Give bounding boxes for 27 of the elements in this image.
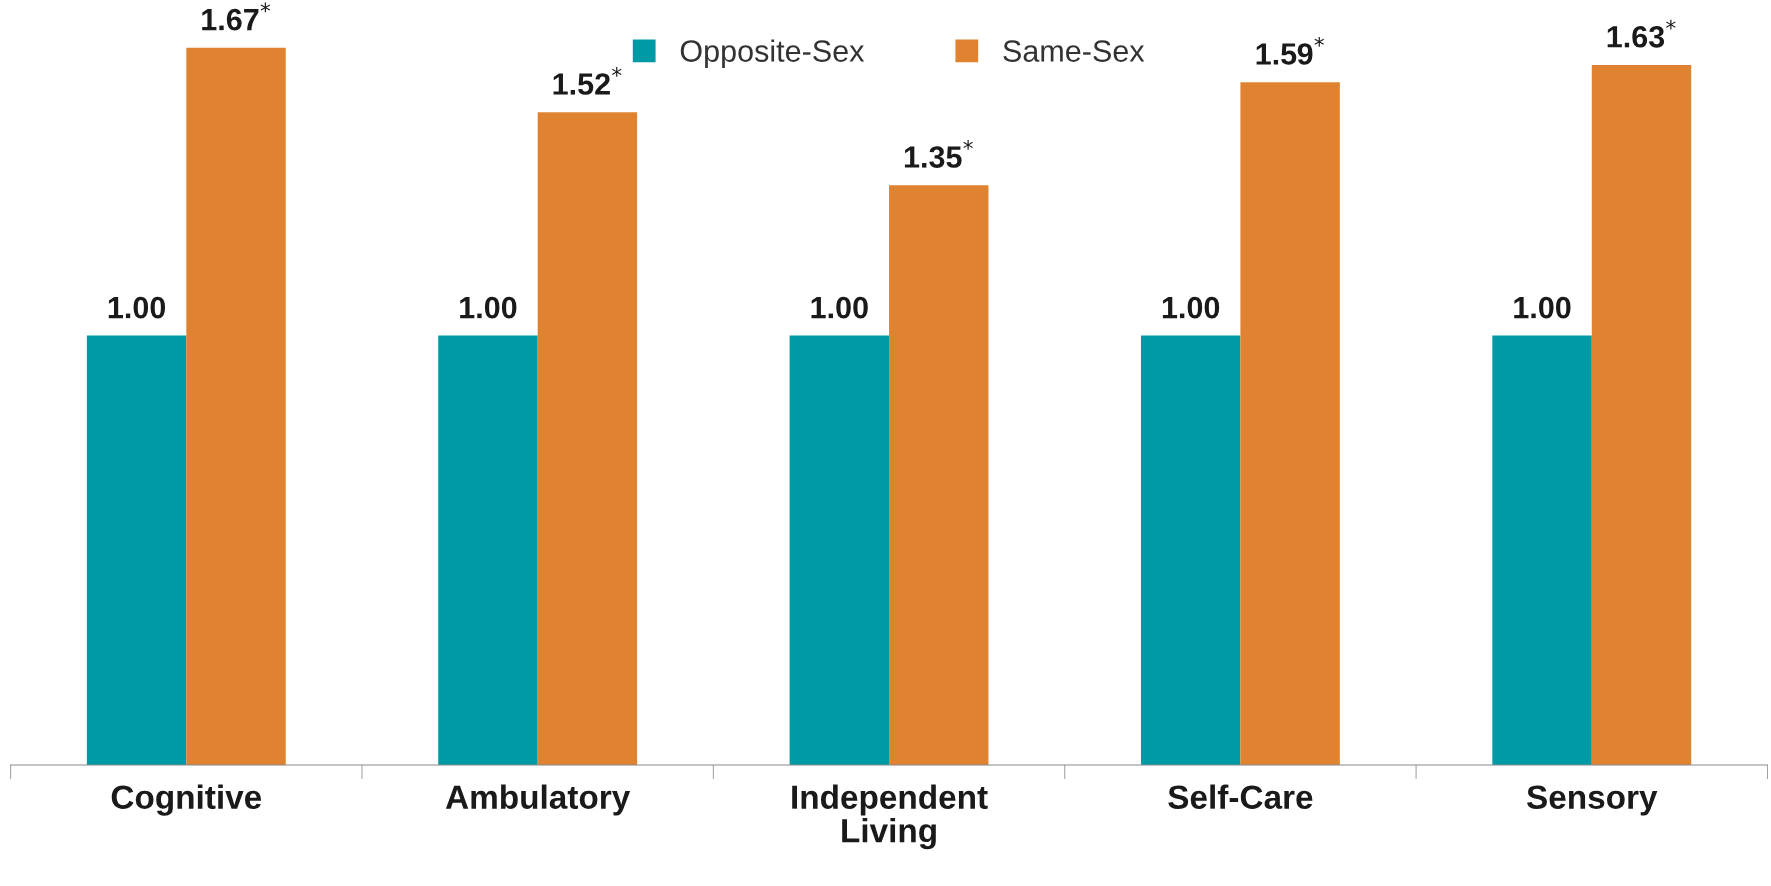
legend-label: Opposite-Sex <box>680 39 865 68</box>
bar <box>1140 335 1241 766</box>
data-label: 1.63$^{*}$ <box>1607 19 1676 48</box>
x-tick-label: Ambulatory <box>445 784 631 816</box>
bar <box>1591 65 1692 766</box>
data-label: 1.00 <box>1162 296 1220 319</box>
bar <box>537 112 638 766</box>
bar <box>1492 335 1592 766</box>
data-label: 1.59$^{*}$ <box>1256 36 1324 65</box>
bar <box>789 335 890 766</box>
bar <box>86 335 187 766</box>
data-label: 1.35$^{*}$ <box>904 140 973 168</box>
data-label: 1.00 <box>1514 296 1571 319</box>
x-tick-label: Cognitive <box>111 784 262 816</box>
bar <box>186 47 286 766</box>
data-label: 1.52$^{*}$ <box>553 66 622 95</box>
data-label: 1.00 <box>108 296 166 319</box>
bar <box>438 335 538 766</box>
data-label: 1.67$^{*}$ <box>202 2 271 31</box>
bar <box>889 185 989 766</box>
data-label: 1.00 <box>811 296 868 319</box>
bar <box>1240 82 1340 766</box>
legend-label: Same-Sex <box>1003 40 1145 62</box>
x-tick-label: Independent Living <box>792 784 988 850</box>
data-label: 1.00 <box>460 296 517 319</box>
x-tick-label: Self-Care <box>1168 784 1313 809</box>
x-tick-label: Sensory <box>1526 785 1658 816</box>
